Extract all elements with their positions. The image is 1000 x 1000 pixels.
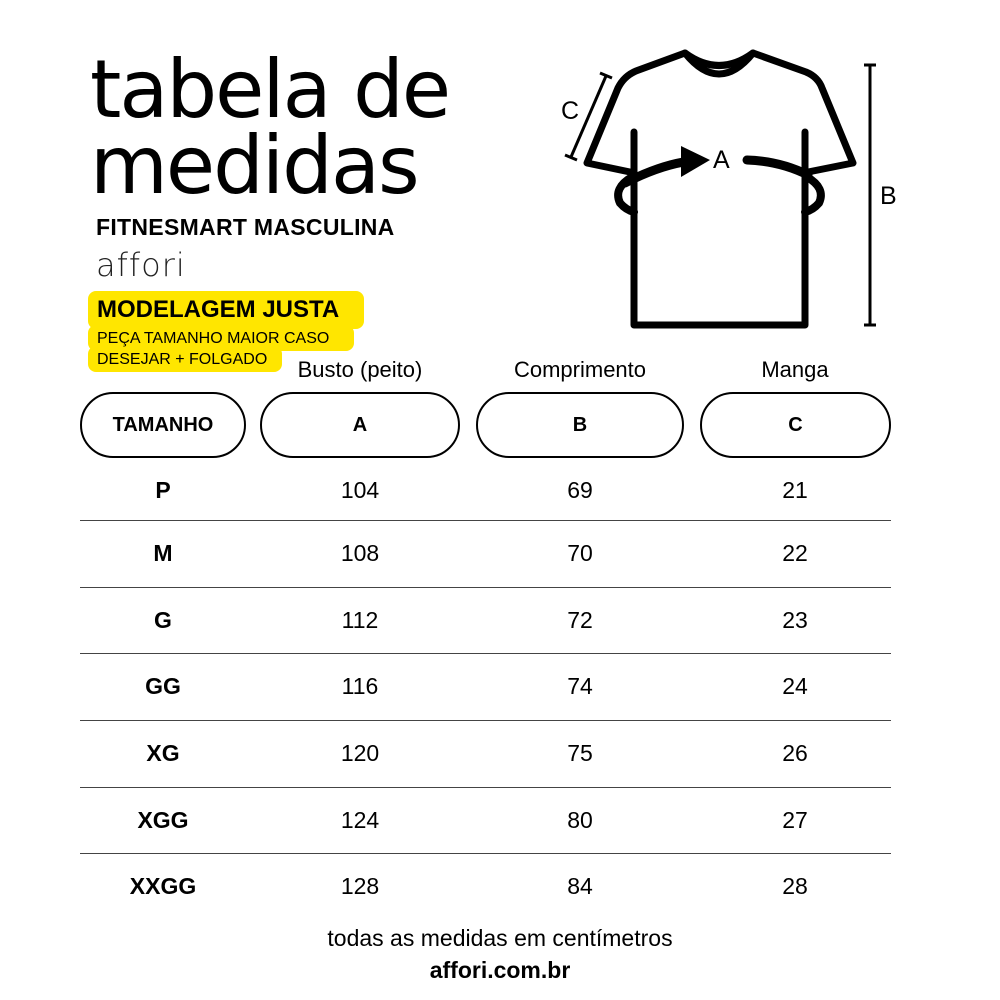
measure-cell: 23 [782, 607, 808, 633]
row-divider [80, 853, 891, 854]
measure-cell: 28 [782, 873, 808, 899]
badge-bg [88, 346, 282, 372]
column-title-sleeve: Manga [761, 357, 829, 382]
table-row: GG 116 74 24 [0, 653, 1000, 719]
label-a: A [713, 146, 730, 174]
label-c: C [561, 97, 579, 125]
row-divider [80, 520, 891, 521]
row-divider [80, 587, 891, 588]
header-b: B [476, 392, 684, 458]
size-cell: XXGG [129, 873, 197, 899]
title-line-2: medidas [90, 119, 420, 212]
title-line-1: tabela de [90, 43, 451, 136]
fit-note-line: PEÇA TAMANHO MAIOR CASO [97, 330, 330, 347]
measure-cell: 22 [782, 540, 808, 566]
measure-cell: 27 [782, 807, 808, 833]
badge-bg [88, 291, 364, 329]
measure-cell: 69 [567, 477, 593, 503]
measure-cell: 24 [782, 673, 808, 699]
header-a: A [260, 392, 460, 458]
measure-cell: 120 [340, 740, 380, 766]
measure-cell: 112 [341, 607, 379, 633]
size-cell: GG [145, 673, 181, 699]
header-c: C [700, 392, 891, 458]
row-divider [80, 720, 891, 721]
row-divider [80, 787, 891, 788]
measure-cell: 116 [341, 673, 379, 699]
size-cell: XG [146, 740, 180, 766]
measure-cell: 128 [340, 873, 380, 899]
row-divider [80, 653, 891, 654]
page-title: tabela de medidas [90, 43, 451, 212]
table-row: P 104 69 21 [0, 457, 1000, 523]
units-note: todas as medidas em centímetros [327, 925, 673, 951]
measure-cell: 80 [567, 807, 593, 833]
measure-cell: 72 [567, 607, 593, 633]
measure-cell: 124 [340, 807, 380, 833]
size-cell: M [153, 540, 173, 566]
measure-cell: 75 [567, 740, 593, 766]
label-b: B [880, 182, 897, 210]
website-link[interactable]: affori.com.br [429, 957, 571, 983]
size-cell: XGG [137, 807, 189, 833]
table-row: XXGG 128 84 28 [0, 853, 1000, 919]
brand-logo: affori [96, 246, 186, 284]
measure-cell: 21 [782, 477, 808, 503]
arrow-icon [681, 146, 710, 177]
header-size: TAMANHO [80, 392, 246, 458]
table-row: G 112 72 23 [0, 587, 1000, 653]
size-cell: P [155, 477, 171, 503]
fit-note-line: DESEJAR + FOLGADO [97, 351, 268, 368]
tshirt-diagram: A B C [561, 49, 897, 329]
product-name: FITNESMART MASCULINA [96, 214, 395, 240]
measure-cell: 26 [782, 740, 808, 766]
column-title-length: Comprimento [513, 357, 647, 382]
column-title-bust: Busto (peito) [297, 357, 423, 382]
table-row: XG 120 75 26 [0, 720, 1000, 786]
measure-cell: 108 [340, 540, 380, 566]
table-row: XGG 124 80 27 [0, 787, 1000, 853]
measure-cell: 74 [567, 673, 593, 699]
measure-cell: 84 [567, 873, 593, 899]
size-cell: G [154, 607, 172, 633]
fit-badge-title: MODELAGEM JUSTA [97, 296, 340, 323]
measure-cell: 70 [567, 540, 593, 566]
fit-badge-note: PEÇA TAMANHO MAIOR CASO DESEJAR + FOLGADO [97, 328, 329, 370]
table-row: M 108 70 22 [0, 520, 1000, 586]
measure-cell: 104 [340, 477, 380, 503]
